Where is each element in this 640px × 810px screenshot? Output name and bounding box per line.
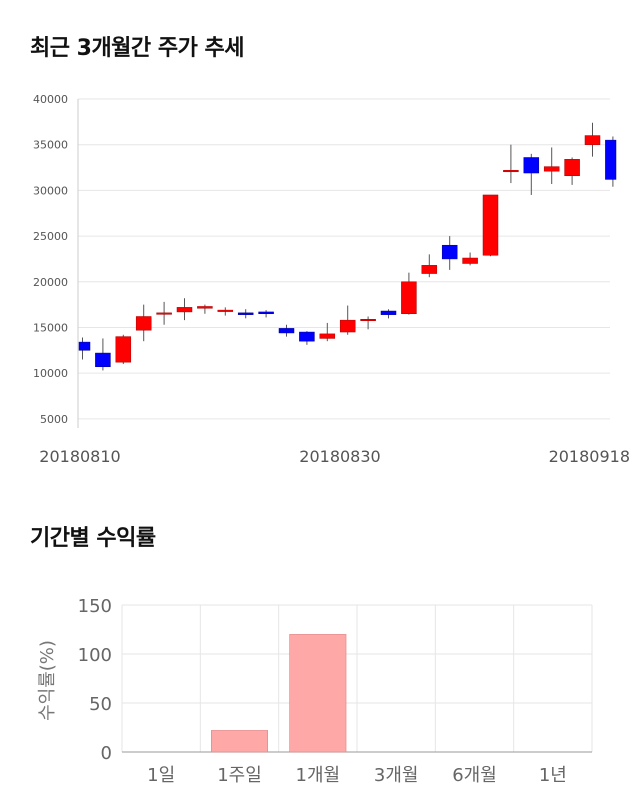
candle-up <box>156 312 172 315</box>
return-bar <box>289 634 347 753</box>
candle-down <box>299 331 315 342</box>
candle-down <box>441 244 458 260</box>
candle-up <box>360 318 376 321</box>
y-tick-label: 30000 <box>33 184 68 197</box>
y-tick-label: 10000 <box>33 367 68 380</box>
x-category-label: 1주일 <box>217 765 262 786</box>
x-category-label: 6개월 <box>452 765 497 786</box>
price-trend-title: 최근 3개월간 주가 추세 <box>30 36 244 61</box>
candle-up <box>197 306 213 309</box>
y-tick-label: 40000 <box>33 93 68 106</box>
candle-up <box>503 170 519 173</box>
candle-up <box>482 194 499 256</box>
candle-up <box>421 265 438 274</box>
candle-up <box>115 336 132 363</box>
y-tick-label: 0 <box>101 743 112 764</box>
y-tick-label: 150 <box>78 596 112 617</box>
y-axis-title: 수익률(%) <box>37 640 58 721</box>
candle-up <box>339 319 356 333</box>
candle-down <box>258 311 274 315</box>
period-return-title: 기간별 수익률 <box>30 526 156 551</box>
y-tick-label: 15000 <box>33 321 68 334</box>
return-bar <box>211 730 269 753</box>
x-category-label: 1일 <box>147 765 175 786</box>
candle-up <box>564 159 580 177</box>
x-category-label: 1개월 <box>296 765 341 786</box>
y-tick-label: 35000 <box>33 139 68 152</box>
candle-up <box>319 333 336 339</box>
x-tick-label: 20180830 <box>299 447 380 466</box>
candle-down <box>523 157 540 174</box>
x-category-label: 1년 <box>539 765 567 786</box>
candle-up <box>401 281 417 315</box>
x-tick-label: 20180918 <box>549 447 630 466</box>
x-category-label: 3개월 <box>374 765 419 786</box>
y-tick-label: 100 <box>78 645 112 666</box>
x-tick-label: 20180810 <box>39 447 120 466</box>
candle-up <box>584 135 601 145</box>
candle-down <box>605 139 617 180</box>
candle-down <box>278 328 295 334</box>
y-tick-label: 25000 <box>33 230 68 243</box>
candle-up <box>217 309 234 312</box>
candle-down <box>78 341 91 351</box>
candle-down <box>237 312 254 315</box>
candlestick-chart: 40000 35000 30000 25000 20000 15000 10000 5000 2… <box>33 93 630 466</box>
candle-down <box>380 310 397 315</box>
candle-up <box>135 316 152 331</box>
candle-up <box>543 166 560 172</box>
y-tick-label: 5000 <box>40 413 68 426</box>
candle-up <box>462 257 478 264</box>
y-tick-label: 20000 <box>33 276 68 289</box>
candle-up <box>176 307 193 313</box>
y-tick-label: 50 <box>89 694 112 715</box>
candle-down <box>95 352 111 368</box>
